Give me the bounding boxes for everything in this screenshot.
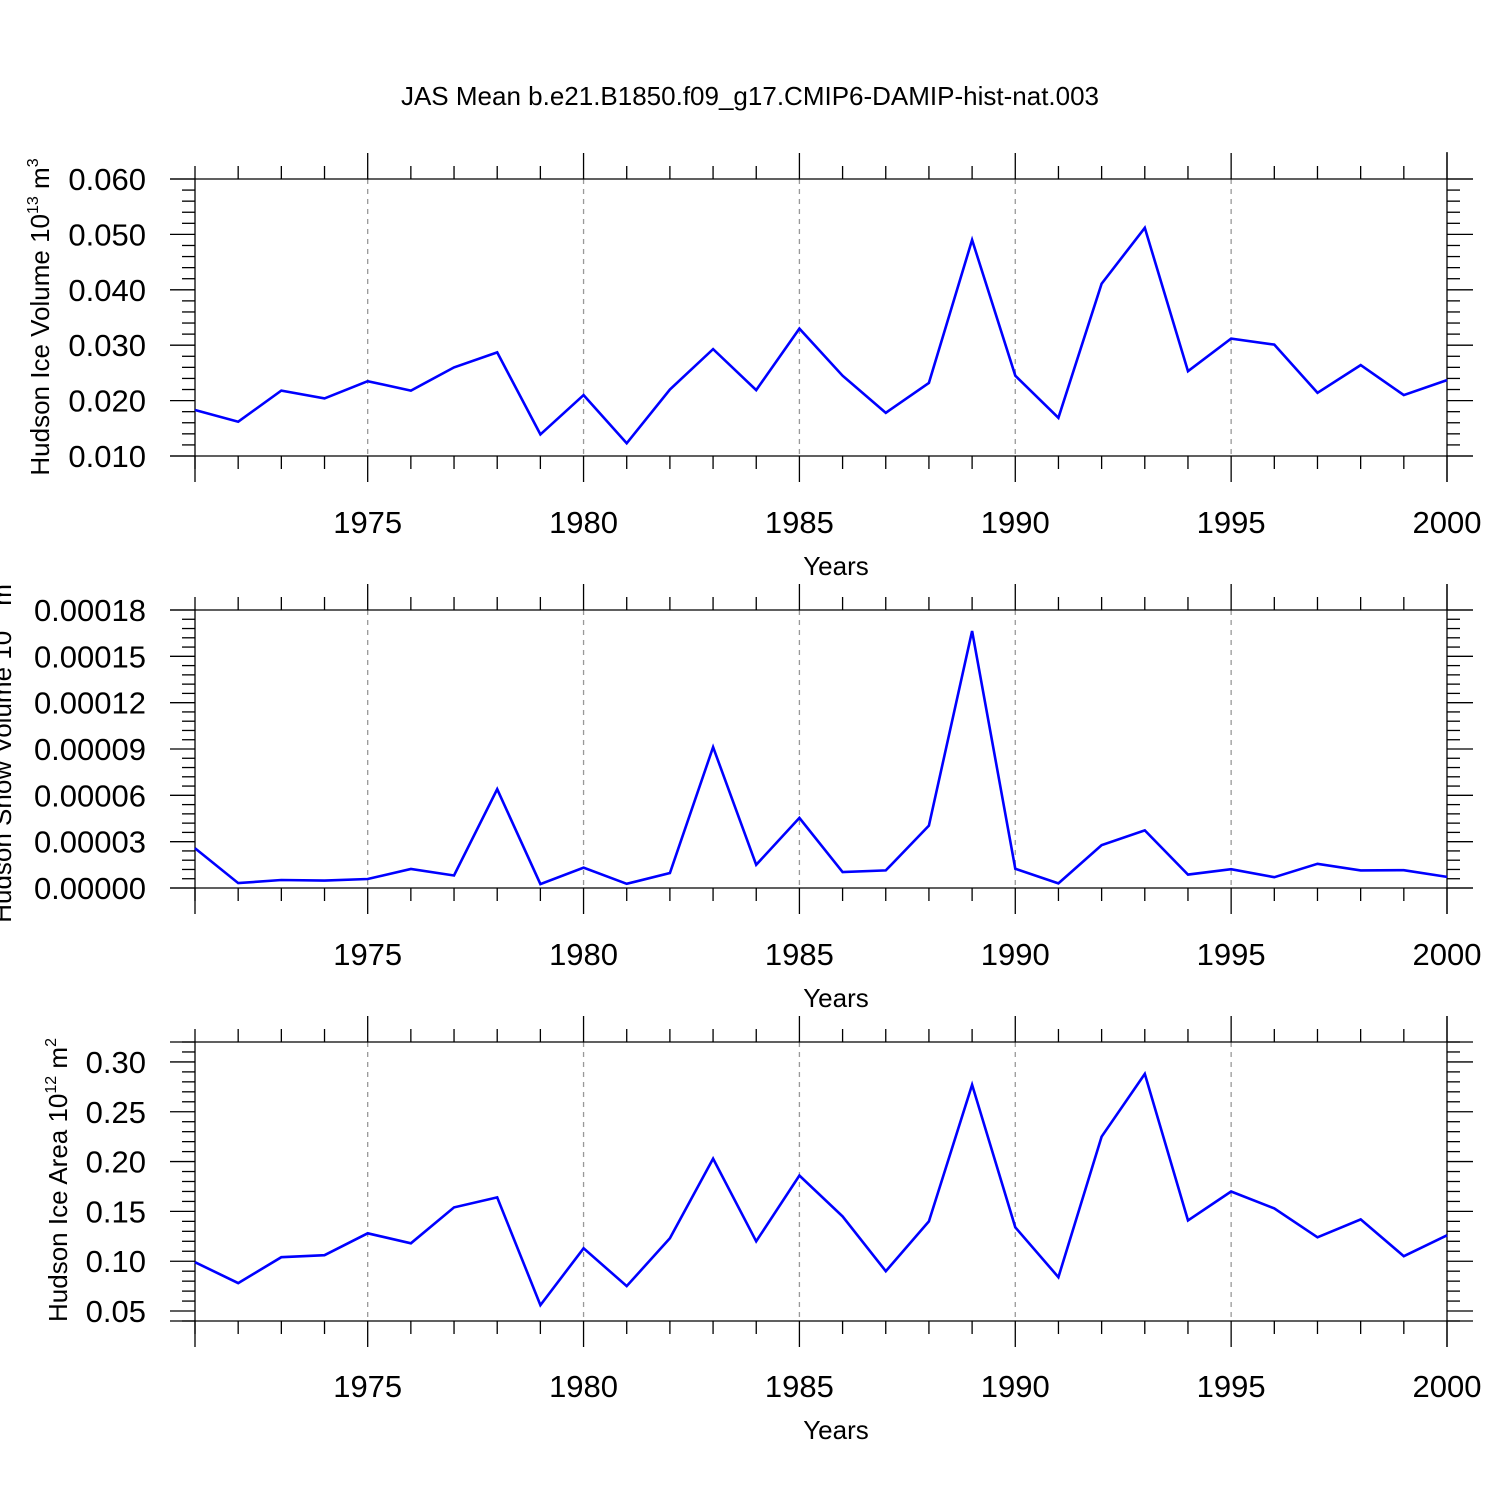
x-tick-label: 1995 [1197, 505, 1266, 540]
x-tick-label: 1985 [765, 937, 834, 972]
y-tick-label: 0.30 [86, 1045, 146, 1080]
y-tick-label: 0.00012 [34, 686, 146, 721]
x-tick-label: 1990 [981, 505, 1050, 540]
x-tick-label: 1975 [333, 1369, 402, 1404]
x-tick-label: 1990 [981, 1369, 1050, 1404]
y-tick-label: 0.05 [86, 1294, 146, 1329]
series-line [194, 1070, 1448, 1308]
x-tick-label: 1980 [549, 505, 618, 540]
y-tick-label: 0.15 [86, 1194, 146, 1229]
y-tick-label: 0.00009 [34, 732, 146, 767]
y-axis-title: Hudson Snow Volume 1013 m3 [0, 575, 17, 923]
y-tick-label: 0.00006 [34, 778, 146, 813]
y-tick-label: 0.00003 [34, 825, 146, 860]
y-tick-label: 0.25 [86, 1095, 146, 1130]
x-tick-label: 1995 [1197, 937, 1266, 972]
y-tick-label: 0.20 [86, 1145, 146, 1180]
y-tick-label: 0.00015 [34, 639, 146, 674]
y-tick-label: 0.060 [68, 162, 146, 197]
chart-panels: 0.010 0.020 0.030 0.040 0.050 0.060 1975 1980 19… [0, 152, 1481, 1445]
chart-panel-3: 0.05 0.10 0.15 0.20 0.25 0.30 1975 1980 1985 1990… [43, 1016, 1481, 1445]
x-tick-label: 1975 [333, 937, 402, 972]
y-axis-title: Hudson Ice Volume 1013 m3 [25, 158, 55, 475]
series-line [194, 225, 1448, 446]
y-tick-label: 0.00000 [34, 871, 146, 906]
x-tick-label: 1985 [765, 505, 834, 540]
x-tick-label: 2000 [1413, 505, 1482, 540]
chart-panel-2: 0.00000 0.00003 0.00006 0.00009 0.00012 0.000… [0, 575, 1481, 1013]
y-tick-label: 0.050 [68, 217, 146, 252]
y-axis-title: Hudson Ice Area 1012 m2 [43, 1038, 73, 1322]
x-axis-title: Years [803, 983, 869, 1013]
x-axis-title: Years [803, 1415, 869, 1445]
x-tick-label: 1975 [333, 505, 402, 540]
chart-panel-1: 0.010 0.020 0.030 0.040 0.050 0.060 1975 1980 19… [25, 152, 1481, 581]
y-tick-label: 0.010 [68, 439, 146, 474]
x-tick-label: 1985 [765, 1369, 834, 1404]
x-tick-label: 2000 [1413, 937, 1482, 972]
y-tick-label: 0.040 [68, 273, 146, 308]
chart-title: JAS Mean b.e21.B1850.f09_g17.CMIP6-DAMIP… [401, 81, 1099, 111]
series-line [194, 630, 1448, 886]
x-tick-label: 2000 [1413, 1369, 1482, 1404]
y-tick-label: 0.020 [68, 384, 146, 419]
x-tick-label: 1990 [981, 937, 1050, 972]
y-tick-label: 0.00018 [34, 593, 146, 628]
x-tick-label: 1980 [549, 937, 618, 972]
y-tick-label: 0.10 [86, 1244, 146, 1279]
x-tick-label: 1995 [1197, 1369, 1266, 1404]
y-tick-label: 0.030 [68, 328, 146, 363]
x-axis-title: Years [803, 551, 869, 581]
x-tick-label: 1980 [549, 1369, 618, 1404]
